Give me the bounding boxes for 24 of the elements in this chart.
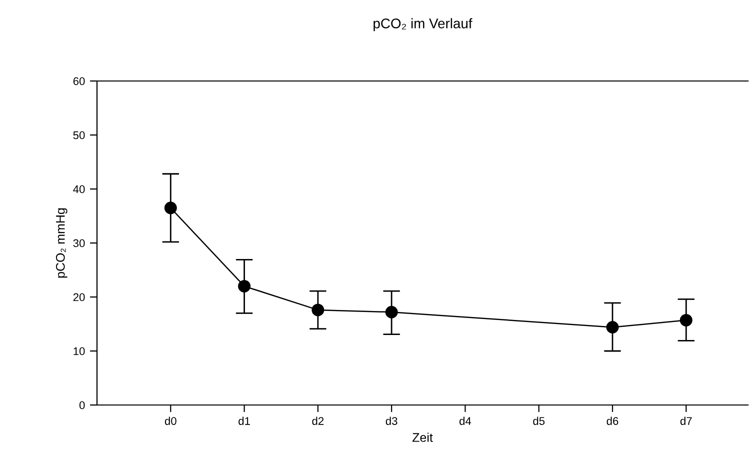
x-tick-label: d0 [164,416,176,425]
x-axis-title: Zeit [412,432,433,442]
point [606,320,619,334]
y-tick-label: 50 [73,131,85,140]
y-tick-label: 20 [73,293,85,302]
y-tick-label: 30 [73,239,85,248]
point [164,202,177,214]
point [385,306,398,318]
y-tick-label: 40 [73,185,85,194]
x-tick-label: d6 [606,416,618,425]
x-tick-label: d7 [680,416,692,425]
x-tick-label: d5 [533,416,545,425]
point [312,304,324,316]
y-axis-title: pCO₂ mmHg [56,208,68,278]
y-tick-label: 10 [74,347,85,356]
x-tick-label: d4 [460,416,472,425]
chart-title: pCO₂ im Verlauf [374,18,472,32]
y-tick-label: 60 [73,77,85,86]
x-tick-label: d3 [386,416,398,425]
point [238,280,251,292]
point [680,314,692,326]
y-tick-label: 0 [79,401,85,410]
x-tick-label: d2 [312,416,324,425]
x-tick-label: d1 [238,416,250,425]
